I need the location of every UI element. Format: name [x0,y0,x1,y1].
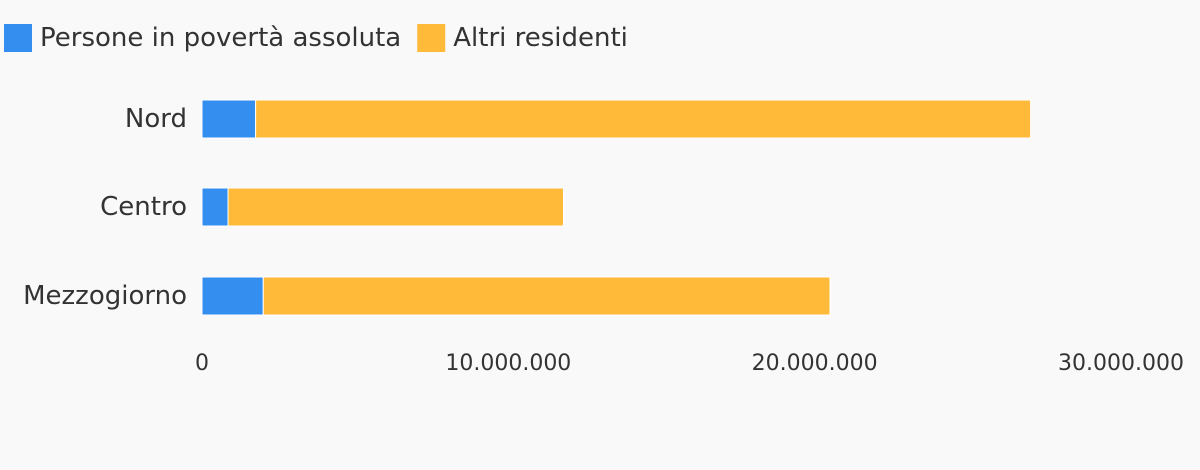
bars [201,99,1032,316]
x-tick-label-1: 10.000.000 [445,351,571,376]
category-label-nord: Nord [125,104,187,134]
legend-label-2: Altri residenti [453,23,628,53]
bar-centro-series-2 [227,187,564,227]
category-label-mezzogiorno: Mezzogiorno [23,281,187,311]
bar-nord-series-2 [255,99,1032,139]
x-axis-tick-labels: 0 10.000.000 20.000.000 30.000.000 [195,351,1184,376]
x-tick-label-0: 0 [195,351,209,376]
x-tick-label-2: 20.000.000 [752,351,878,376]
bar-nord-series-1 [201,99,257,139]
bar-centro-series-1 [201,187,229,227]
x-tick-label-3: 30.000.000 [1058,351,1184,376]
bar-mezzogiorno-series-1 [201,276,264,316]
bar-mezzogiorno-series-2 [262,276,831,316]
legend-swatch-2 [417,24,446,52]
category-labels: Nord Centro Mezzogiorno [23,104,187,311]
legend: Persone in povertà assoluta Altri residen… [4,23,628,53]
legend-swatch-1 [4,24,32,52]
legend-label-1: Persone in povertà assoluta [40,23,401,53]
category-label-centro: Centro [100,192,187,222]
